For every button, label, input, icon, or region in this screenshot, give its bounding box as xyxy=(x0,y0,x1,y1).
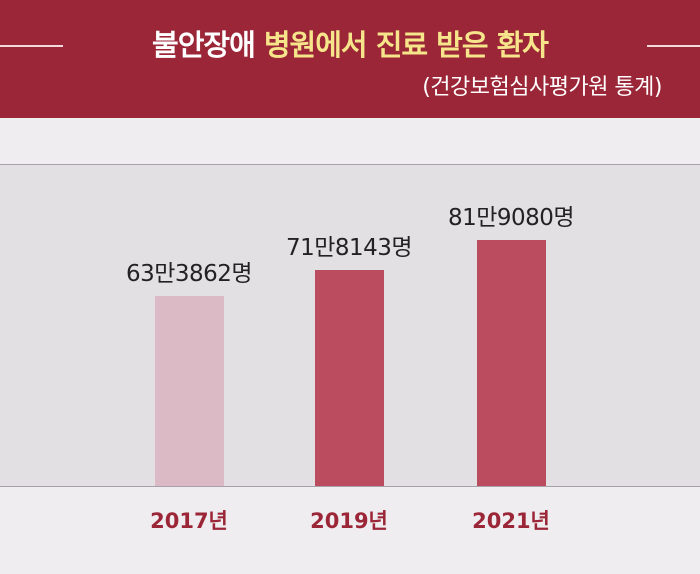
x-tick-label-2: 2021년 xyxy=(472,509,550,533)
title-decoration-line-left xyxy=(0,45,63,47)
title-decoration-line-right xyxy=(647,45,700,47)
plot-top-line xyxy=(0,164,700,165)
bar-1 xyxy=(314,270,384,486)
header-banner: 불안장애 병원에서 진료 받은 환자 (건강보험심사평가원 통계) xyxy=(0,0,700,118)
title-yellow-part: 병원에서 진료 받은 환자 xyxy=(263,28,549,62)
bar-2 xyxy=(476,240,546,486)
title-white-part: 불안장애 xyxy=(152,28,256,62)
bar-0 xyxy=(154,296,224,486)
x-axis-baseline xyxy=(0,486,700,487)
data-label-2: 81만9080명 xyxy=(447,205,575,231)
chart-title: 불안장애 병원에서 진료 받은 환자 xyxy=(0,20,700,70)
data-label-0: 63만3862명 xyxy=(125,261,253,287)
x-tick-label-1: 2019년 xyxy=(310,509,388,533)
x-tick-label-0: 2017년 xyxy=(150,509,228,533)
source-note: (건강보험심사평가원 통계) xyxy=(422,75,662,100)
data-label-1: 71만8143명 xyxy=(285,235,413,261)
